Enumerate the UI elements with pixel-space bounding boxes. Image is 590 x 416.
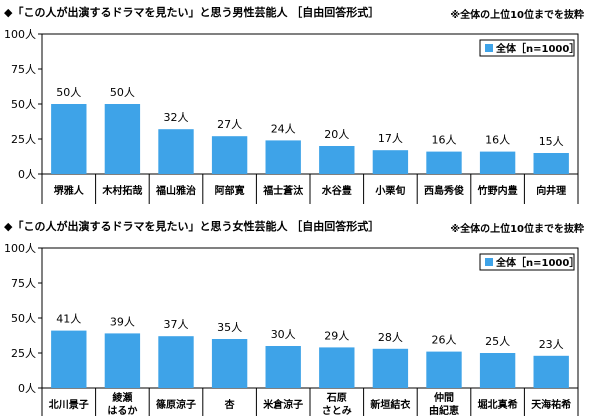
y-tick-label: 100人 bbox=[4, 242, 36, 255]
data-label: 17人 bbox=[378, 132, 403, 145]
data-label: 26人 bbox=[432, 334, 457, 347]
bar bbox=[533, 355, 569, 388]
bar bbox=[211, 136, 248, 174]
data-label: 24人 bbox=[271, 122, 296, 135]
y-tick-label: 0人 bbox=[18, 168, 36, 181]
chart-title-female: ◆「この人が出演するドラマを見たい」と思う女性芸能人 ［自由回答形式］ bbox=[4, 220, 380, 233]
bar bbox=[426, 351, 462, 388]
legend-swatch bbox=[485, 258, 493, 266]
data-label: 39人 bbox=[110, 315, 135, 328]
category-label: 米倉涼子 bbox=[263, 398, 303, 411]
legend-label: 全体［n=1000］ bbox=[495, 256, 579, 269]
y-tick-label: 75人 bbox=[11, 63, 36, 76]
data-label: 16人 bbox=[432, 134, 457, 147]
category-label: 阿部寛 bbox=[215, 184, 245, 197]
bar bbox=[372, 150, 409, 174]
y-tick-label: 25人 bbox=[11, 133, 36, 146]
bar bbox=[158, 336, 194, 388]
data-label: 20人 bbox=[324, 128, 349, 141]
data-label: 50人 bbox=[110, 86, 135, 99]
bar bbox=[372, 348, 409, 388]
category-label: 水谷豊 bbox=[321, 184, 352, 197]
bar bbox=[104, 104, 141, 174]
category-label: 天海祐希 bbox=[531, 398, 571, 411]
bar bbox=[319, 146, 355, 174]
bar bbox=[426, 151, 462, 174]
category-label: 杏 bbox=[224, 398, 235, 411]
y-tick-label: 25人 bbox=[11, 347, 36, 360]
data-label: 16人 bbox=[485, 134, 510, 147]
bar bbox=[265, 346, 301, 388]
data-label: 15人 bbox=[539, 135, 564, 148]
category-label: 綾瀬はるか bbox=[107, 391, 137, 416]
y-tick-label: 75人 bbox=[11, 277, 36, 290]
data-label: 30人 bbox=[271, 328, 296, 341]
data-label: 23人 bbox=[539, 338, 564, 351]
category-label: 福山雅治 bbox=[155, 184, 196, 197]
y-tick-label: 0人 bbox=[18, 382, 36, 395]
data-label: 41人 bbox=[56, 313, 81, 326]
category-label: 竹野内豊 bbox=[477, 184, 518, 197]
chart-title-male: ◆「この人が出演するドラマを見たい」と思う男性芸能人 ［自由回答形式］ bbox=[4, 6, 380, 19]
y-tick-label: 100人 bbox=[4, 28, 36, 41]
bar bbox=[51, 330, 87, 388]
chart-note-male: ※全体の上位10位までを抜粋 bbox=[450, 10, 584, 21]
y-tick-label: 50人 bbox=[11, 312, 36, 325]
category-label: 向井理 bbox=[536, 184, 566, 197]
y-tick-label: 50人 bbox=[11, 98, 36, 111]
category-label: 木村拓哉 bbox=[101, 184, 142, 197]
data-label: 29人 bbox=[324, 329, 349, 342]
category-label: 石原さとみ bbox=[322, 392, 352, 416]
category-label: 仲間由紀恵 bbox=[429, 391, 459, 416]
data-label: 37人 bbox=[164, 318, 189, 331]
category-label: 小栗旬 bbox=[374, 184, 405, 197]
bar bbox=[158, 129, 194, 174]
data-label: 32人 bbox=[164, 111, 189, 124]
legend-swatch bbox=[485, 44, 493, 52]
category-label: 福士蒼汰 bbox=[262, 184, 304, 197]
category-label: 篠原涼子 bbox=[156, 398, 196, 411]
bar bbox=[479, 353, 516, 388]
data-label: 35人 bbox=[217, 321, 242, 334]
bar bbox=[533, 153, 569, 174]
legend-label: 全体［n=1000］ bbox=[495, 42, 579, 55]
legend-box bbox=[479, 253, 575, 271]
category-label: 西島秀俊 bbox=[424, 184, 464, 197]
category-label: 堀北真希 bbox=[478, 398, 518, 411]
data-label: 28人 bbox=[378, 331, 403, 344]
data-label: 25人 bbox=[485, 335, 510, 348]
data-label: 27人 bbox=[217, 118, 242, 131]
category-label: 北川景子 bbox=[49, 398, 89, 411]
bar bbox=[479, 151, 516, 174]
bar bbox=[211, 339, 248, 388]
bar bbox=[104, 333, 141, 388]
bar bbox=[319, 347, 355, 388]
chart-note-female: ※全体の上位10位までを抜粋 bbox=[450, 224, 584, 235]
bar bbox=[265, 140, 301, 174]
category-label: 新垣結衣 bbox=[370, 398, 410, 411]
data-label: 50人 bbox=[56, 86, 81, 99]
category-label: 堺雅人 bbox=[54, 184, 85, 197]
legend-box bbox=[479, 39, 575, 57]
bar bbox=[51, 104, 87, 174]
